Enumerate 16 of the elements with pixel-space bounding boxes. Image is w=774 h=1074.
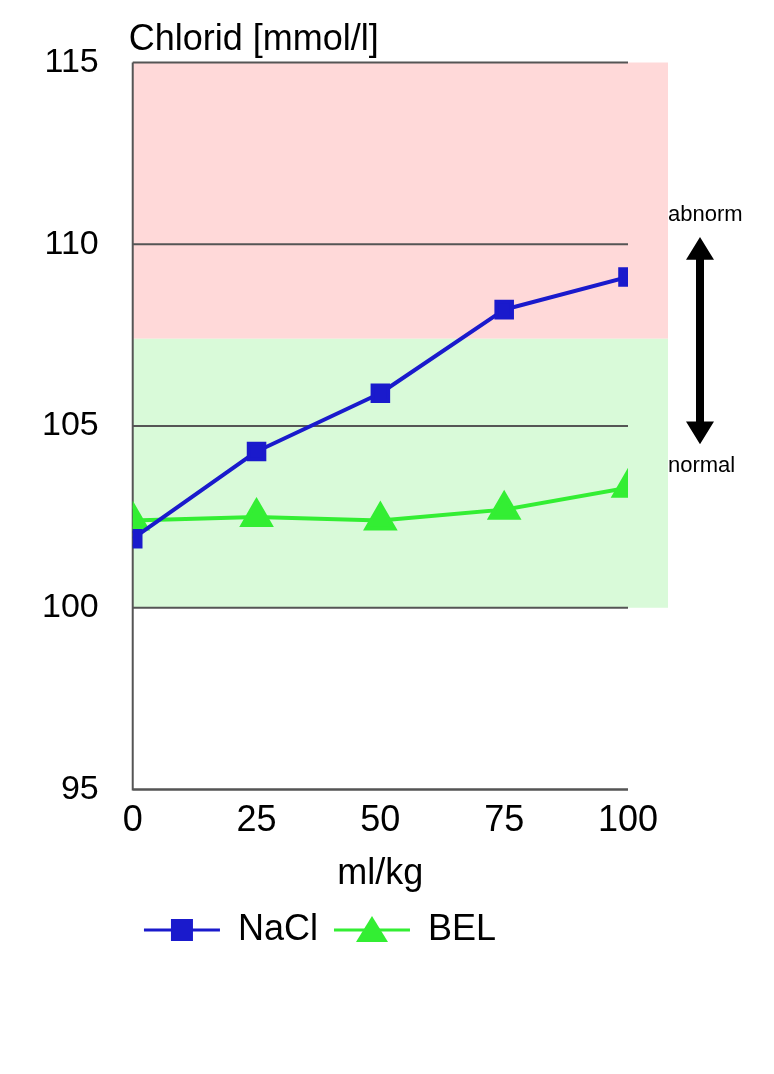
legend-label: BEL xyxy=(347,906,497,948)
x-tick-label: 25 xyxy=(236,798,277,840)
y-tick-label: 95 xyxy=(60,767,99,806)
y-tick-label: 110 xyxy=(44,222,99,261)
x-tick-label: 0 xyxy=(122,798,143,840)
text: abnorm xyxy=(668,201,743,227)
y-tick-label: 105 xyxy=(41,404,99,443)
x-tick-label: 75 xyxy=(484,798,525,840)
chart-title: Chlorid [mmol/l] xyxy=(128,17,379,59)
x-tick-label: 50 xyxy=(360,798,401,840)
y-tick-label: 100 xyxy=(41,586,99,625)
x-tick-label: 100 xyxy=(597,798,659,840)
x-axis-title: ml/kg xyxy=(337,851,424,893)
legend-label: NaCl xyxy=(157,906,318,948)
y-tick-label: 115 xyxy=(44,40,99,79)
text: normal xyxy=(668,452,736,478)
